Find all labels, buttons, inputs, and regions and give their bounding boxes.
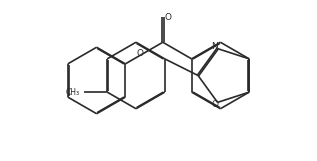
Text: O: O [164, 13, 171, 22]
Text: CH₃: CH₃ [66, 88, 80, 97]
Text: N: N [211, 43, 218, 51]
Text: O: O [136, 49, 143, 57]
Text: O: O [211, 99, 218, 109]
